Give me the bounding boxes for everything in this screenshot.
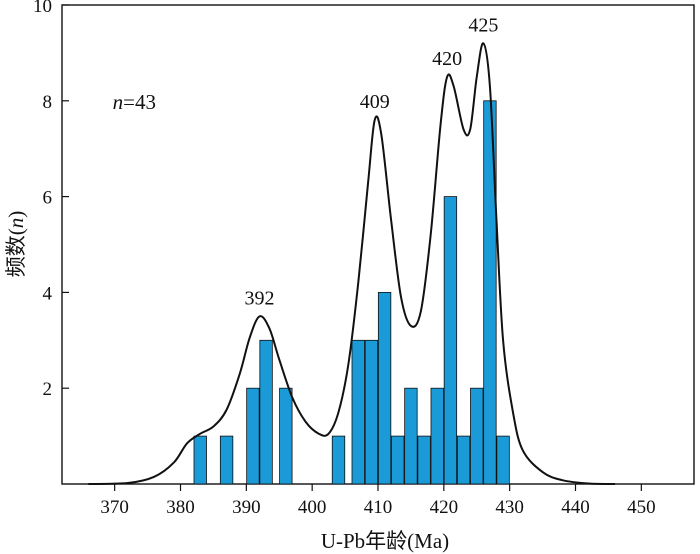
- bars-layer: [193, 100, 510, 485]
- n-annotation-var: n: [113, 90, 124, 114]
- x-tick-label: 370: [100, 497, 129, 518]
- y-tick-label: 8: [43, 92, 53, 113]
- x-tick-label: 440: [561, 497, 590, 518]
- bar: [443, 196, 458, 485]
- labels-layer: 392 409 420 425: [245, 14, 499, 309]
- bar: [456, 435, 471, 485]
- bar: [417, 435, 431, 485]
- bar: [259, 339, 273, 485]
- x-tick-label: 410: [364, 497, 393, 518]
- x-tick-label: 390: [232, 497, 261, 518]
- y-tick-label: 10: [33, 0, 52, 17]
- x-tick-label: 400: [298, 497, 327, 518]
- x-tick-label: 450: [627, 497, 656, 518]
- peak-label: 409: [360, 91, 390, 113]
- ticks-layer: 370 380 390 400 410 420 430 440 450 2 4 6 8 10: [33, 0, 656, 518]
- bar: [364, 339, 379, 485]
- bar: [496, 435, 510, 485]
- peak-label: 420: [432, 48, 462, 70]
- bar: [331, 435, 346, 485]
- bar: [470, 387, 484, 485]
- bar: [246, 387, 260, 485]
- y-tick-label: 6: [43, 188, 53, 209]
- x-tick-label: 420: [430, 497, 459, 518]
- bar: [351, 339, 365, 485]
- y-axis-label: 频数(n): [4, 211, 28, 278]
- bar: [404, 387, 418, 485]
- peak-label: 425: [468, 14, 498, 36]
- x-axis-label: U-Pb年龄(Ma): [321, 529, 449, 553]
- x-tick-label: 380: [166, 497, 195, 518]
- bar: [377, 291, 392, 485]
- y-axis-label-main: 频数(: [4, 228, 28, 277]
- bar: [391, 435, 405, 485]
- y-axis-label-close: ): [4, 211, 28, 218]
- bar: [279, 387, 293, 485]
- y-tick-label: 4: [43, 283, 53, 304]
- y-axis-label-var: n: [4, 218, 28, 229]
- bar: [193, 435, 207, 485]
- density-curve: [88, 42, 616, 485]
- peak-label: 392: [245, 287, 275, 309]
- x-tick-label: 430: [495, 497, 524, 518]
- bar: [430, 387, 444, 485]
- n-annotation-text: =43: [123, 90, 156, 114]
- bar: [219, 435, 234, 485]
- y-tick-label: 2: [43, 379, 53, 400]
- n-annotation: n=43: [113, 90, 156, 114]
